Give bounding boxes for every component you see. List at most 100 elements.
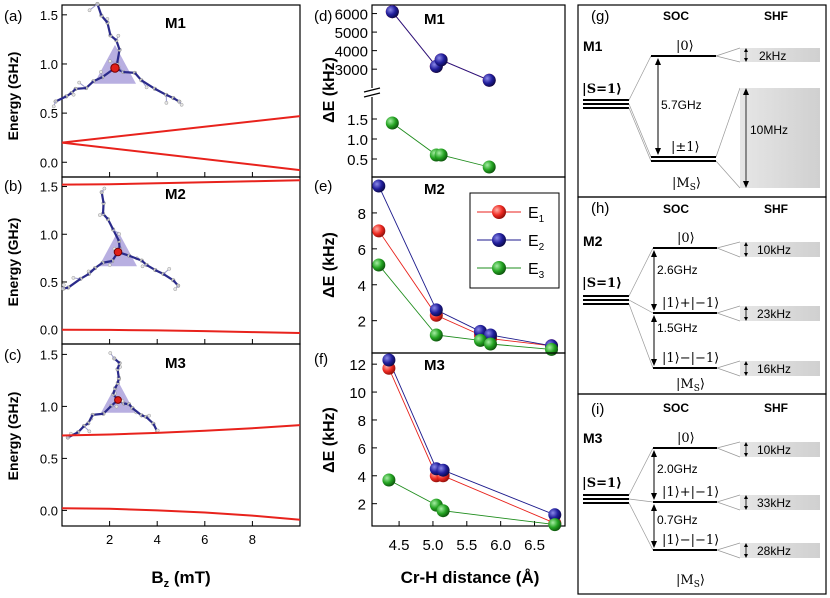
molecule-atom — [77, 80, 82, 85]
panel-d-frame — [371, 4, 566, 178]
panel-c-title: M3 — [165, 355, 186, 372]
panel-i-ms-label-sub: S — [694, 580, 700, 590]
panel-f-axis: 2 4 6 8 10 12 4.5 5.0 5.5 6.0 6.5 — [349, 357, 545, 554]
panel-h-s1-level — [583, 295, 629, 305]
svg-text:E2: E2 — [528, 233, 545, 253]
panel-i-shf-2-label: 33kHz — [757, 496, 791, 510]
panel-f-label: (f) — [314, 351, 328, 368]
data-point-d-E3-0 — [385, 116, 399, 130]
panel-c-label: (c) — [4, 347, 22, 364]
ytick-label-a-1: 0.5 — [40, 106, 58, 121]
panel-c-series — [61, 424, 301, 521]
data-point-e-E2-1 — [429, 303, 443, 317]
panel-i-ms-label-main: |M — [676, 573, 694, 588]
panel-i-shf-header: SHF — [764, 401, 788, 415]
legend-item-e2: E2 — [477, 233, 545, 253]
molecule-m3-graphic — [65, 351, 160, 440]
data-point-e-E3-4 — [545, 342, 558, 356]
molecule-atom — [140, 264, 145, 269]
data-point-d-E3-3 — [482, 160, 496, 174]
ytick-label-b-0: 0.0 — [40, 323, 58, 338]
ytick-label-e-1: 4 — [358, 278, 366, 295]
legend-sub-e2: 2 — [539, 242, 545, 253]
panel-h-gap-2: 1.5GHz — [657, 321, 698, 335]
panel-e-title: M2 — [424, 181, 445, 198]
panel-g-ms-label-sub: S — [690, 183, 696, 193]
data-point-d-E2-3 — [482, 73, 496, 87]
ytick-label-b-2: 1.0 — [40, 227, 58, 242]
ytick-label-d-lo-2: 1.5 — [347, 112, 368, 129]
data-point-f-E3-0 — [382, 473, 396, 487]
legend-item-e3: E3 — [477, 261, 545, 281]
molecule-atom — [87, 8, 92, 13]
legend-label-e1: E — [528, 205, 539, 222]
molecule-atom — [51, 104, 56, 109]
panel-c-ylabel: Energy (GHz) — [5, 392, 21, 481]
molecule-bond — [112, 228, 120, 242]
molecule-atom — [105, 17, 110, 21]
molecule-atom — [108, 351, 113, 355]
series-line-c-top — [61, 424, 301, 437]
series-line-b-top — [61, 179, 301, 186]
panel-i: (i) SOC SHF M3 |S=1⟩ |0⟩ |1⟩+|−1⟩ |1⟩−|−… — [577, 393, 827, 595]
molecule-atom — [108, 59, 112, 64]
ytick-label-c-2: 1.0 — [40, 399, 58, 414]
molecule-atom — [107, 263, 112, 267]
left-xlabel-sub: z — [164, 578, 170, 590]
ytick-label-a-2: 1.0 — [40, 57, 58, 72]
panel-g-ms-label-main: |M — [672, 176, 690, 191]
panel-h-level-minus-label: |1⟩−|−1⟩ — [662, 351, 719, 366]
ytick-label-a-3: 1.5 — [40, 8, 58, 23]
panel-c-axis: 0.0 0.5 1.0 1.5 2 4 6 8 — [40, 347, 256, 547]
panel-b-axis: 0.0 0.5 1.0 1.5 — [40, 180, 253, 344]
data-point-d-E2-2 — [434, 53, 448, 67]
panel-g-shf-header: SHF — [764, 9, 788, 23]
legend-sub-e1: 1 — [539, 214, 545, 225]
molecule-bond — [140, 79, 156, 90]
axis-break-icon — [360, 87, 384, 98]
panel-g-gap-label: 5.7GHz — [661, 98, 702, 112]
xtick-label-f-4: 6.5 — [524, 537, 545, 554]
panel-g-ms-label-close: ⟩ — [696, 176, 701, 191]
panel-h-shf-2 — [740, 306, 820, 321]
panel-i-frame — [577, 393, 827, 595]
panel-b: 0.0 0.5 1.0 1.5 (b) M2 — [4, 176, 301, 345]
data-point-f-E3-3 — [548, 518, 562, 532]
panel-f: 2 4 6 8 10 12 4.5 5.0 5.5 6.0 6.5 (f) M3 — [314, 351, 566, 554]
molecule-atom — [164, 101, 169, 105]
panel-g-spin-label: |S=1⟩ — [582, 82, 622, 97]
molecule-bond — [128, 254, 143, 262]
panel-d-ylabel: ΔE (kHz) — [321, 57, 338, 123]
panel-d-label: (d) — [314, 8, 332, 25]
panel-h-shf-2-label: 23kHz — [757, 307, 791, 321]
legend-label-e2: E — [528, 233, 539, 250]
data-point-e-E3-3 — [484, 337, 497, 351]
molecule-bond — [67, 277, 82, 289]
data-point-d-E3-2 — [434, 148, 448, 162]
svg-text:E1: E1 — [528, 205, 545, 225]
panel-f-frame — [371, 352, 566, 527]
series-line-a-upper — [61, 115, 301, 144]
data-point-f-E2-3 — [548, 508, 562, 522]
panel-i-shf-1-label: 10kHz — [757, 443, 791, 457]
panel-i-shf-arrows — [744, 442, 748, 558]
xtick-label-c-3: 8 — [249, 532, 256, 547]
panel-c: 0.0 0.5 1.0 1.5 2 4 6 8 (c) M3 — [4, 343, 301, 547]
panel-i-level-minus-label: |1⟩−|−1⟩ — [662, 533, 719, 548]
ytick-label-d-up-2: 5000 — [335, 25, 368, 42]
molecule-atom — [179, 102, 184, 107]
data-point-f-E2-0 — [382, 353, 396, 367]
panel-g-level-0-label: |0⟩ — [676, 39, 694, 54]
panel-h-molecule: M2 — [583, 233, 603, 249]
series-line-b-bottom — [61, 328, 301, 334]
left-xlabel: Bz (mT) — [151, 568, 210, 590]
left-xlabel-main: B — [151, 568, 163, 587]
xtick-label-c-2: 6 — [201, 532, 208, 547]
molecule-atom — [117, 232, 122, 236]
legend-marker-e1 — [492, 205, 506, 219]
molecule-atom — [99, 70, 103, 74]
molecule-atom — [71, 92, 76, 97]
panel-h-connectors — [628, 241, 741, 377]
panel-i-label: (i) — [591, 401, 604, 418]
